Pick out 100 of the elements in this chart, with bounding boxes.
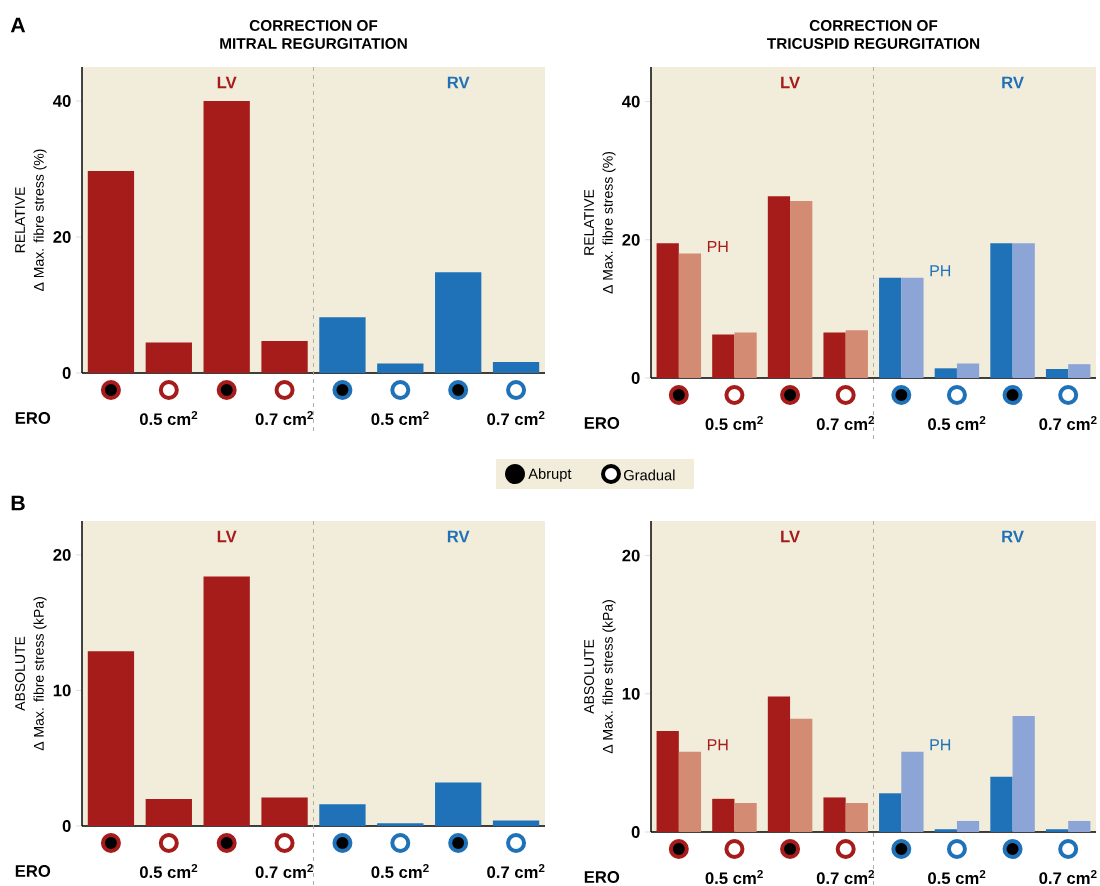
- chart-title: CORRECTION OF MITRAL REGURGITATION: [220, 20, 407, 49]
- text: ERO: [584, 417, 620, 429]
- bar: [656, 243, 679, 378]
- annotation: RV: [447, 530, 470, 543]
- text: 0.7 cm$^{2}$: [255, 410, 313, 426]
- annotation: PH: [930, 265, 951, 277]
- y-tick-label: 40: [53, 95, 71, 107]
- text: 0.7 cm$^{2}$: [816, 415, 875, 431]
- bar: [1068, 364, 1091, 378]
- bar: [203, 100, 250, 373]
- bar: [901, 277, 924, 378]
- bar: [435, 782, 482, 826]
- text: 0.5 cm$^{2}$: [928, 869, 986, 885]
- bar: [261, 797, 308, 826]
- bar: [1045, 829, 1069, 832]
- bar: [377, 363, 424, 373]
- bar: [319, 804, 366, 826]
- text: 0.5 cm$^{2}$: [371, 863, 429, 879]
- text: 0.5 cm$^{2}$: [139, 863, 198, 879]
- bar: [1068, 820, 1091, 832]
- y-axis-title: Δ Max. fibre stress (%): [33, 149, 47, 292]
- bar: [678, 751, 702, 832]
- bar: [767, 196, 791, 378]
- text: 0.7 cm$^{2}$: [816, 869, 875, 885]
- y-tick-label: 20: [53, 549, 71, 561]
- bar: [734, 802, 757, 832]
- bar: [845, 802, 868, 832]
- annotation: LV: [217, 76, 237, 89]
- bar: [87, 171, 135, 373]
- text: Gradual: [624, 469, 675, 481]
- text: 0.5 cm$^{2}$: [371, 410, 429, 426]
- bar: [1012, 243, 1035, 378]
- annotation: PH: [930, 739, 951, 751]
- bar: [790, 718, 813, 832]
- annotation: LV: [217, 530, 237, 543]
- y-tick-label: 0: [62, 367, 71, 379]
- bar: [823, 797, 846, 832]
- text: 0.7 cm$^{2}$: [255, 863, 313, 879]
- text: 0.7 cm$^{2}$: [1039, 415, 1097, 431]
- bar: [790, 201, 813, 378]
- bar: [1045, 369, 1069, 378]
- text: 0.5 cm$^{2}$: [139, 410, 198, 426]
- annotation: PH: [707, 240, 728, 252]
- bar: [377, 823, 424, 826]
- bar: [845, 330, 868, 378]
- y-tick-label: 0: [631, 826, 640, 838]
- text: ERO: [15, 865, 51, 877]
- bar: [492, 362, 540, 373]
- bar: [956, 363, 980, 378]
- y-tick-label: 0: [631, 372, 640, 384]
- bar: [990, 243, 1013, 378]
- y-axis-title: Δ Max. fibre stress (kPa): [602, 600, 616, 754]
- text: 0.7 cm$^{2}$: [487, 863, 545, 879]
- bar: [678, 253, 702, 378]
- text: B: [11, 495, 25, 511]
- bar: [901, 751, 924, 832]
- text: 0.7 cm$^{2}$: [487, 410, 545, 426]
- chart-title: CORRECTION OF TRICUSPID REGURGITATION: [767, 20, 980, 49]
- text: RELATIVE: [15, 187, 25, 253]
- bar: [712, 334, 735, 378]
- text: 0.7 cm$^{2}$: [1039, 869, 1097, 885]
- bar: [261, 341, 308, 373]
- bar: [734, 332, 757, 378]
- annotation: PH: [707, 739, 728, 751]
- text: RELATIVE: [584, 189, 594, 255]
- bar: [87, 651, 135, 826]
- bar: [319, 317, 366, 373]
- text: ERO: [584, 871, 620, 883]
- text: ERO: [15, 412, 51, 424]
- bar: [492, 820, 540, 826]
- y-tick-label: 10: [622, 687, 640, 700]
- text: ABSOLUTE: [584, 639, 594, 714]
- text: A: [10, 17, 26, 33]
- y-tick-label: 40: [622, 95, 640, 108]
- annotation: LV: [781, 76, 800, 89]
- bar: [934, 829, 957, 832]
- bar: [767, 696, 791, 832]
- bar: [656, 731, 679, 832]
- bar: [956, 820, 980, 832]
- y-tick-label: 20: [53, 231, 71, 243]
- annotation: RV: [1002, 76, 1024, 89]
- bar: [145, 342, 192, 373]
- bar: [879, 793, 902, 832]
- bar: [435, 272, 482, 373]
- bar: [823, 332, 846, 378]
- y-tick-label: 10: [53, 684, 71, 697]
- bar: [712, 798, 735, 832]
- text: Abrupt: [528, 468, 572, 482]
- annotation: RV: [1002, 530, 1024, 543]
- bar: [203, 576, 250, 826]
- y-tick-label: 0: [62, 820, 71, 832]
- text: 0.5 cm$^{2}$: [705, 415, 763, 431]
- text: 0.5 cm$^{2}$: [928, 415, 986, 431]
- y-axis-title: Δ Max. fibre stress (%): [602, 151, 616, 294]
- annotation: RV: [447, 76, 470, 89]
- bar: [879, 277, 902, 378]
- y-tick-label: 20: [622, 233, 640, 246]
- bar: [990, 776, 1013, 832]
- bar: [145, 798, 192, 826]
- bar: [934, 368, 957, 378]
